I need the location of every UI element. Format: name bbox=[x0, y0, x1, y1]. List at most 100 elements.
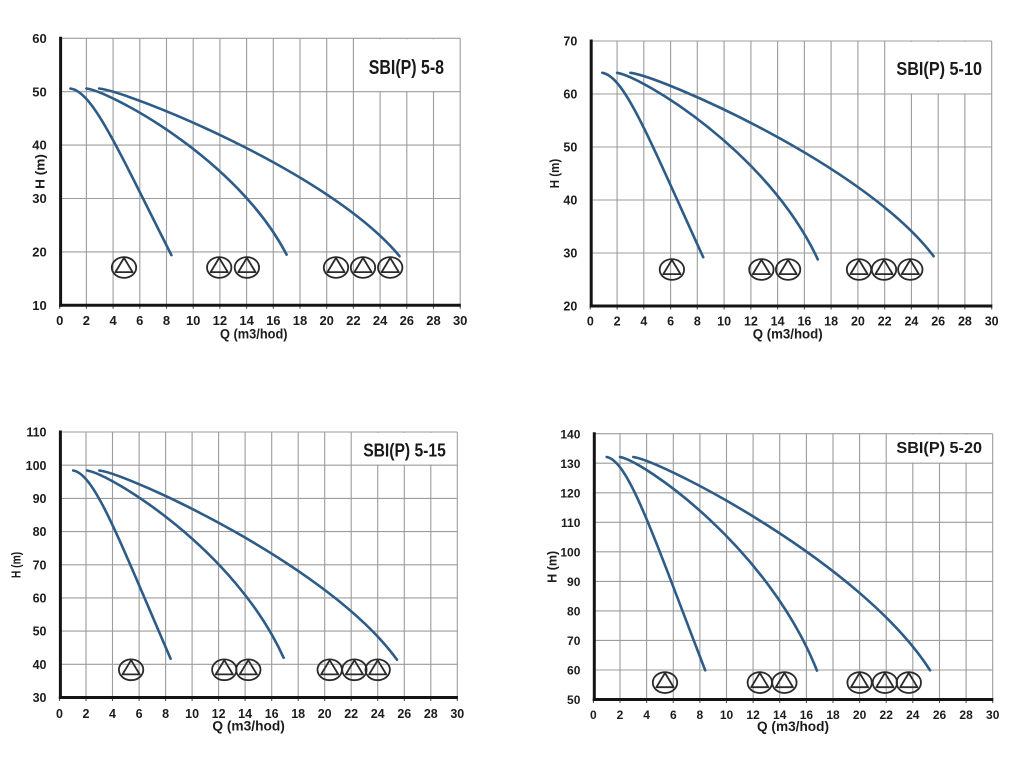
svg-text:18: 18 bbox=[824, 314, 838, 328]
svg-text:14: 14 bbox=[238, 707, 252, 721]
svg-text:H (m): H (m) bbox=[33, 154, 48, 189]
svg-text:80: 80 bbox=[567, 605, 581, 619]
svg-text:30: 30 bbox=[563, 247, 577, 261]
svg-text:20: 20 bbox=[319, 313, 333, 328]
svg-text:18: 18 bbox=[293, 313, 307, 328]
svg-text:20: 20 bbox=[853, 708, 867, 722]
svg-text:28: 28 bbox=[426, 313, 440, 328]
svg-text:140: 140 bbox=[560, 427, 580, 441]
svg-text:16: 16 bbox=[266, 313, 280, 328]
svg-text:22: 22 bbox=[880, 708, 894, 722]
svg-text:50: 50 bbox=[563, 141, 577, 155]
svg-text:30: 30 bbox=[986, 708, 1000, 722]
svg-text:14: 14 bbox=[771, 314, 785, 328]
svg-text:6: 6 bbox=[136, 707, 143, 721]
svg-text:SBI(P) 5-8: SBI(P) 5-8 bbox=[369, 56, 444, 79]
svg-text:26: 26 bbox=[933, 708, 947, 722]
svg-text:12: 12 bbox=[746, 708, 760, 722]
svg-text:0: 0 bbox=[587, 314, 594, 328]
svg-text:30: 30 bbox=[32, 191, 46, 206]
svg-text:10: 10 bbox=[717, 314, 731, 328]
svg-text:70: 70 bbox=[33, 558, 47, 572]
svg-text:50: 50 bbox=[33, 625, 47, 639]
svg-text:110: 110 bbox=[561, 516, 581, 530]
svg-text:4: 4 bbox=[640, 314, 647, 328]
svg-text:Q (m3/hod): Q (m3/hod) bbox=[220, 326, 288, 342]
svg-text:14: 14 bbox=[773, 708, 787, 722]
svg-text:Q (m3/hod): Q (m3/hod) bbox=[757, 718, 829, 734]
svg-text:20: 20 bbox=[563, 300, 577, 314]
svg-text:10: 10 bbox=[186, 313, 200, 328]
svg-text:16: 16 bbox=[797, 314, 811, 328]
svg-text:40: 40 bbox=[33, 658, 47, 672]
svg-text:12: 12 bbox=[212, 707, 226, 721]
svg-text:120: 120 bbox=[560, 486, 580, 500]
svg-text:28: 28 bbox=[959, 708, 973, 722]
svg-text:24: 24 bbox=[906, 708, 920, 722]
svg-text:SBI(P) 5-10: SBI(P) 5-10 bbox=[896, 58, 982, 79]
svg-text:130: 130 bbox=[560, 457, 580, 471]
svg-text:18: 18 bbox=[291, 707, 305, 721]
svg-text:28: 28 bbox=[958, 314, 972, 328]
svg-text:4: 4 bbox=[643, 708, 650, 722]
svg-text:2: 2 bbox=[617, 708, 624, 722]
svg-text:20: 20 bbox=[318, 707, 332, 721]
svg-text:60: 60 bbox=[33, 592, 47, 606]
svg-text:24: 24 bbox=[373, 313, 388, 328]
svg-text:100: 100 bbox=[26, 459, 47, 473]
svg-text:8: 8 bbox=[694, 314, 701, 328]
svg-text:16: 16 bbox=[265, 707, 279, 721]
svg-text:Q (m3/hod): Q (m3/hod) bbox=[212, 718, 285, 734]
svg-text:20: 20 bbox=[851, 314, 865, 328]
svg-text:60: 60 bbox=[32, 31, 46, 46]
svg-text:0: 0 bbox=[56, 313, 63, 328]
svg-text:22: 22 bbox=[346, 313, 360, 328]
svg-text:Q (m3/hod): Q (m3/hod) bbox=[753, 326, 823, 342]
svg-text:100: 100 bbox=[560, 545, 580, 559]
svg-text:26: 26 bbox=[397, 707, 411, 721]
svg-text:30: 30 bbox=[450, 707, 464, 721]
svg-text:14: 14 bbox=[239, 313, 254, 328]
svg-text:110: 110 bbox=[26, 426, 46, 440]
svg-text:H (m): H (m) bbox=[547, 159, 562, 188]
svg-text:70: 70 bbox=[567, 634, 581, 648]
svg-text:50: 50 bbox=[567, 693, 581, 707]
svg-text:2: 2 bbox=[83, 313, 90, 328]
svg-text:60: 60 bbox=[563, 88, 577, 102]
svg-text:12: 12 bbox=[213, 313, 227, 328]
svg-text:H (m): H (m) bbox=[10, 552, 24, 578]
svg-text:4: 4 bbox=[109, 707, 116, 721]
svg-text:0: 0 bbox=[590, 708, 597, 722]
svg-text:18: 18 bbox=[826, 708, 840, 722]
svg-text:24: 24 bbox=[904, 314, 918, 328]
svg-text:10: 10 bbox=[185, 707, 199, 721]
svg-text:SBI(P) 5-15: SBI(P) 5-15 bbox=[363, 439, 446, 460]
svg-text:12: 12 bbox=[744, 314, 758, 328]
svg-text:6: 6 bbox=[136, 313, 143, 328]
svg-text:8: 8 bbox=[163, 313, 170, 328]
svg-text:90: 90 bbox=[567, 575, 581, 589]
svg-text:30: 30 bbox=[985, 314, 999, 328]
svg-text:30: 30 bbox=[33, 691, 47, 705]
svg-text:2: 2 bbox=[614, 314, 621, 328]
svg-text:8: 8 bbox=[697, 708, 704, 722]
svg-text:90: 90 bbox=[33, 492, 47, 506]
svg-text:6: 6 bbox=[667, 314, 674, 328]
svg-text:SBI(P) 5-20: SBI(P) 5-20 bbox=[896, 440, 982, 457]
svg-text:60: 60 bbox=[567, 664, 581, 678]
svg-text:6: 6 bbox=[670, 708, 677, 722]
svg-text:20: 20 bbox=[32, 245, 46, 260]
svg-text:10: 10 bbox=[32, 298, 46, 313]
svg-text:28: 28 bbox=[424, 707, 438, 721]
svg-text:22: 22 bbox=[344, 707, 358, 721]
svg-text:H (m): H (m) bbox=[544, 551, 559, 583]
svg-text:24: 24 bbox=[371, 707, 385, 721]
svg-text:16: 16 bbox=[800, 708, 814, 722]
svg-text:40: 40 bbox=[32, 138, 46, 153]
svg-text:40: 40 bbox=[563, 194, 577, 208]
svg-text:70: 70 bbox=[563, 35, 577, 49]
svg-text:0: 0 bbox=[56, 707, 63, 721]
svg-text:50: 50 bbox=[32, 84, 46, 99]
svg-text:80: 80 bbox=[33, 525, 47, 539]
svg-text:8: 8 bbox=[162, 707, 169, 721]
